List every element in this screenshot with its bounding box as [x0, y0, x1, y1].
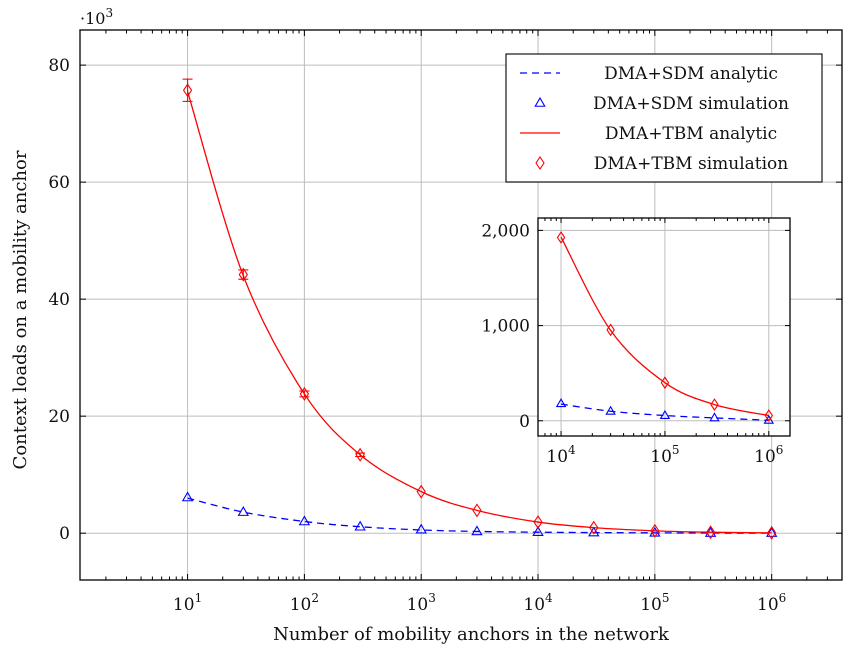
inset-x-tick-label: 104 — [546, 443, 576, 467]
point-dma-sdm-simulation — [588, 526, 600, 537]
x-tick-label: 102 — [290, 591, 319, 615]
x-tick-label: 101 — [173, 591, 202, 615]
point-dma-sdm-simulation — [471, 525, 483, 536]
point-dma-tbm-simulation — [767, 525, 777, 540]
inset-point-dma-tbm-simulation — [710, 398, 719, 411]
legend-item: DMA+TBM simulation — [535, 154, 789, 174]
point-dma-sdm-simulation — [298, 515, 311, 526]
error-bar — [299, 390, 310, 398]
x-tick-label: 105 — [640, 591, 669, 615]
point-dma-tbm-simulation — [238, 267, 248, 282]
inset-point-dma-tbm-simulation — [660, 376, 670, 390]
point-dma-tbm-simulation — [650, 523, 660, 538]
inset-x-tick-label: 105 — [650, 443, 679, 467]
y-tick-label: 20 — [48, 407, 70, 427]
inset-line-dma-tbm-analytic — [560, 236, 769, 417]
legend-label: DMA+TBM analytic — [605, 124, 777, 144]
inset-line-dma-sdm-analytic — [560, 403, 769, 421]
inset-y-tick-label: 1,000 — [481, 317, 530, 337]
y-tick-label: 0 — [59, 524, 70, 544]
inset-point-dma-tbm-simulation — [556, 231, 566, 244]
point-dma-sdm-simulation — [532, 526, 544, 536]
inset-y-tick-label: 2,000 — [481, 221, 530, 241]
legend-item: DMA+TBM analytic — [520, 124, 777, 144]
legend-label: DMA+TBM simulation — [594, 154, 789, 174]
point-dma-tbm-simulation — [472, 503, 482, 518]
legend-label: DMA+SDM analytic — [604, 64, 778, 84]
x-axis-label: Number of mobility anchors in the networ… — [273, 624, 670, 645]
legend-item: DMA+SDM analytic — [520, 64, 778, 84]
legend-box — [505, 53, 823, 183]
inset-point-dma-sdm-simulation — [659, 409, 671, 420]
point-dma-sdm-simulation — [354, 520, 366, 531]
inset-point-dma-sdm-simulation — [763, 414, 775, 424]
point-dma-tbm-simulation — [416, 484, 426, 499]
point-dma-sdm-simulation — [237, 506, 250, 516]
line-dma-tbm-analytic — [186, 91, 772, 534]
point-dma-sdm-simulation — [181, 491, 194, 502]
x-tick-label: 104 — [523, 591, 553, 615]
inset-point-dma-tbm-simulation — [606, 323, 615, 337]
error-bar — [238, 269, 249, 280]
line-dma-sdm-analytic — [187, 497, 772, 534]
x-tick-label: 106 — [757, 591, 786, 615]
inset-point-dma-sdm-simulation — [709, 412, 720, 422]
y-axis-label: Context loads on a mobility anchor — [10, 150, 31, 469]
inset-y-tick-label: 0 — [519, 412, 530, 432]
legend: DMA+SDM analytic DMA+SDM simulation DMA+TB… — [505, 53, 823, 183]
inset-frame — [537, 217, 791, 437]
point-dma-tbm-simulation — [299, 386, 310, 401]
y-axis-multiplier: ·103 — [80, 6, 113, 28]
error-bar — [182, 78, 193, 102]
point-dma-sdm-simulation — [415, 523, 427, 534]
legend-triangle-marker — [534, 96, 546, 107]
x-tick-label: 103 — [407, 591, 436, 615]
inset-point-dma-sdm-simulation — [555, 398, 567, 408]
inset-background — [538, 218, 790, 436]
y-tick-label: 80 — [48, 56, 70, 76]
y-tick-label: 60 — [48, 173, 70, 193]
inset-point-dma-sdm-simulation — [605, 405, 616, 415]
inset-plot: 104 105 106 0 1,000 2,000 — [481, 217, 791, 467]
plot-frame — [79, 29, 843, 581]
point-dma-tbm-simulation — [182, 83, 193, 98]
inset-point-dma-tbm-simulation — [764, 409, 774, 422]
inset-x-tick-label: 106 — [754, 443, 783, 467]
y-tick-label: 40 — [48, 290, 70, 310]
legend-label: DMA+SDM simulation — [593, 94, 789, 114]
legend-diamond-marker — [535, 156, 545, 170]
legend-item: DMA+SDM simulation — [534, 94, 789, 114]
point-dma-tbm-simulation — [533, 515, 543, 530]
point-dma-tbm-simulation — [589, 520, 599, 535]
point-dma-tbm-simulation — [705, 525, 716, 540]
point-dma-tbm-simulation — [355, 447, 365, 462]
